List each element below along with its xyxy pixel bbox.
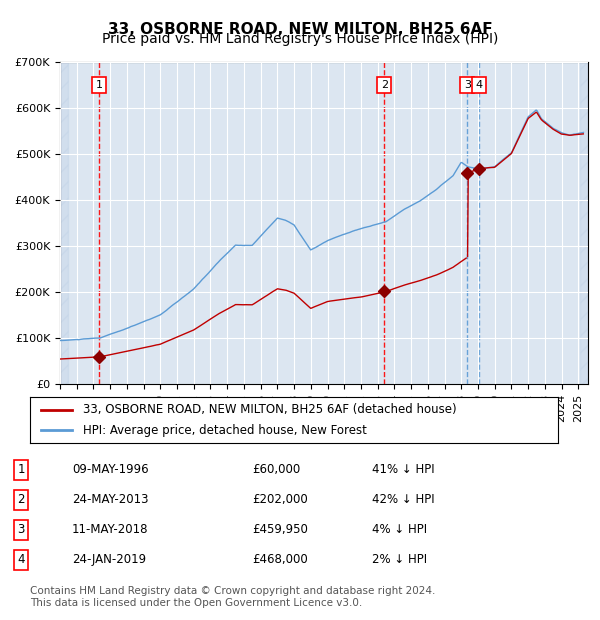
Text: 1: 1 bbox=[96, 80, 103, 90]
Text: This data is licensed under the Open Government Licence v3.0.: This data is licensed under the Open Gov… bbox=[30, 598, 362, 608]
Text: Contains HM Land Registry data © Crown copyright and database right 2024.: Contains HM Land Registry data © Crown c… bbox=[30, 586, 436, 596]
Text: HPI: Average price, detached house, New Forest: HPI: Average price, detached house, New … bbox=[83, 424, 367, 436]
Text: 3: 3 bbox=[17, 523, 25, 536]
Text: 2% ↓ HPI: 2% ↓ HPI bbox=[372, 553, 427, 566]
Bar bbox=[580, 62, 588, 384]
Text: 2: 2 bbox=[17, 494, 25, 507]
Text: £202,000: £202,000 bbox=[252, 494, 308, 507]
Text: 11-MAY-2018: 11-MAY-2018 bbox=[72, 523, 149, 536]
Text: 33, OSBORNE ROAD, NEW MILTON, BH25 6AF: 33, OSBORNE ROAD, NEW MILTON, BH25 6AF bbox=[107, 22, 493, 37]
Text: 4% ↓ HPI: 4% ↓ HPI bbox=[372, 523, 427, 536]
Text: 2: 2 bbox=[380, 80, 388, 90]
Text: £60,000: £60,000 bbox=[252, 463, 300, 476]
Text: 24-MAY-2013: 24-MAY-2013 bbox=[72, 494, 149, 507]
Text: 09-MAY-1996: 09-MAY-1996 bbox=[72, 463, 149, 476]
Bar bbox=[60, 62, 68, 384]
Text: 3: 3 bbox=[464, 80, 471, 90]
Text: £459,950: £459,950 bbox=[252, 523, 308, 536]
Text: Price paid vs. HM Land Registry's House Price Index (HPI): Price paid vs. HM Land Registry's House … bbox=[102, 32, 498, 46]
Text: 33, OSBORNE ROAD, NEW MILTON, BH25 6AF (detached house): 33, OSBORNE ROAD, NEW MILTON, BH25 6AF (… bbox=[83, 404, 457, 416]
Text: 1: 1 bbox=[17, 463, 25, 476]
Text: 41% ↓ HPI: 41% ↓ HPI bbox=[372, 463, 434, 476]
Text: 4: 4 bbox=[475, 80, 482, 90]
Text: £468,000: £468,000 bbox=[252, 553, 308, 566]
Text: 24-JAN-2019: 24-JAN-2019 bbox=[72, 553, 146, 566]
Text: 42% ↓ HPI: 42% ↓ HPI bbox=[372, 494, 434, 507]
Text: 4: 4 bbox=[17, 553, 25, 566]
